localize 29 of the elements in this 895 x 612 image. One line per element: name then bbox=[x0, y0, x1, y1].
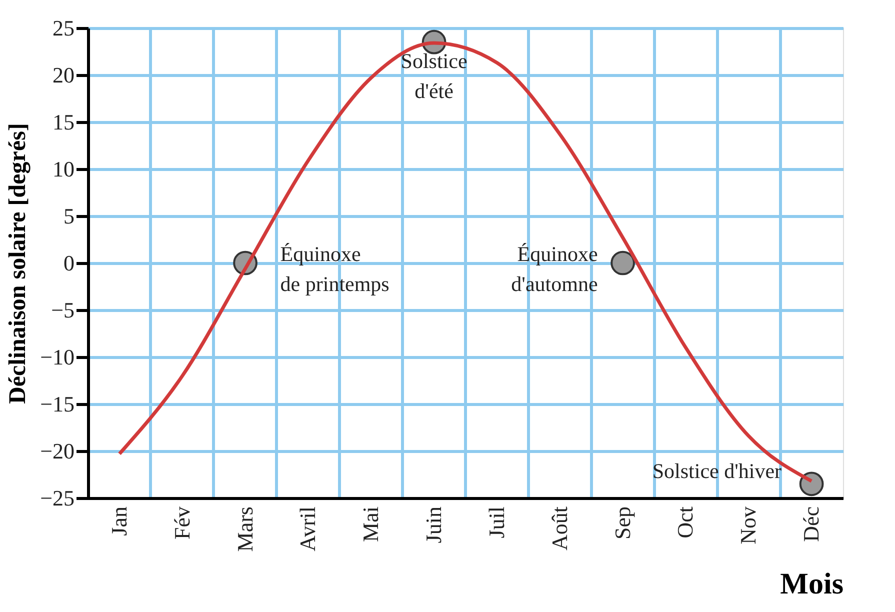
x-tick-label: Oct bbox=[672, 506, 698, 538]
x-tick-label: Déc bbox=[798, 506, 824, 542]
y-tick-label: −10 bbox=[40, 344, 74, 370]
y-tick-label: 10 bbox=[52, 156, 74, 182]
annotation: Équinoxe d'automne bbox=[511, 242, 598, 296]
x-tick-label: Mars bbox=[232, 506, 258, 552]
x-tick-label: Août bbox=[546, 506, 572, 550]
annotation: Solstice d'hiver bbox=[652, 458, 782, 483]
y-tick-label: −25 bbox=[40, 486, 74, 510]
y-tick-label: −15 bbox=[40, 392, 74, 416]
y-tick-label: 0 bbox=[64, 250, 74, 276]
y-tick-label: 5 bbox=[64, 204, 74, 228]
x-tick-label: Avril bbox=[295, 506, 320, 552]
x-tick-label: Mai bbox=[358, 506, 384, 542]
x-tick-label: Jan bbox=[106, 506, 132, 536]
y-axis-title: Déclinaison solaire [degrés] bbox=[5, 123, 32, 404]
annotation: Solstice d'été bbox=[400, 49, 468, 104]
x-axis-title: Mois bbox=[780, 568, 844, 601]
y-tick-label: 20 bbox=[52, 62, 74, 88]
x-tick-label: Fév bbox=[169, 506, 194, 540]
x-tick-label: Juin bbox=[421, 506, 446, 544]
y-tick-label: −20 bbox=[40, 438, 74, 464]
y-tick-label: 15 bbox=[52, 110, 74, 134]
x-tick-label: Nov bbox=[736, 506, 761, 544]
annotation: Équinoxe de printemps bbox=[280, 242, 390, 296]
x-tick-label: Juil bbox=[484, 506, 509, 538]
x-tick-label: Sep bbox=[610, 506, 635, 540]
y-tick-label: −5 bbox=[51, 298, 74, 322]
y-tick-label: 25 bbox=[52, 16, 74, 40]
